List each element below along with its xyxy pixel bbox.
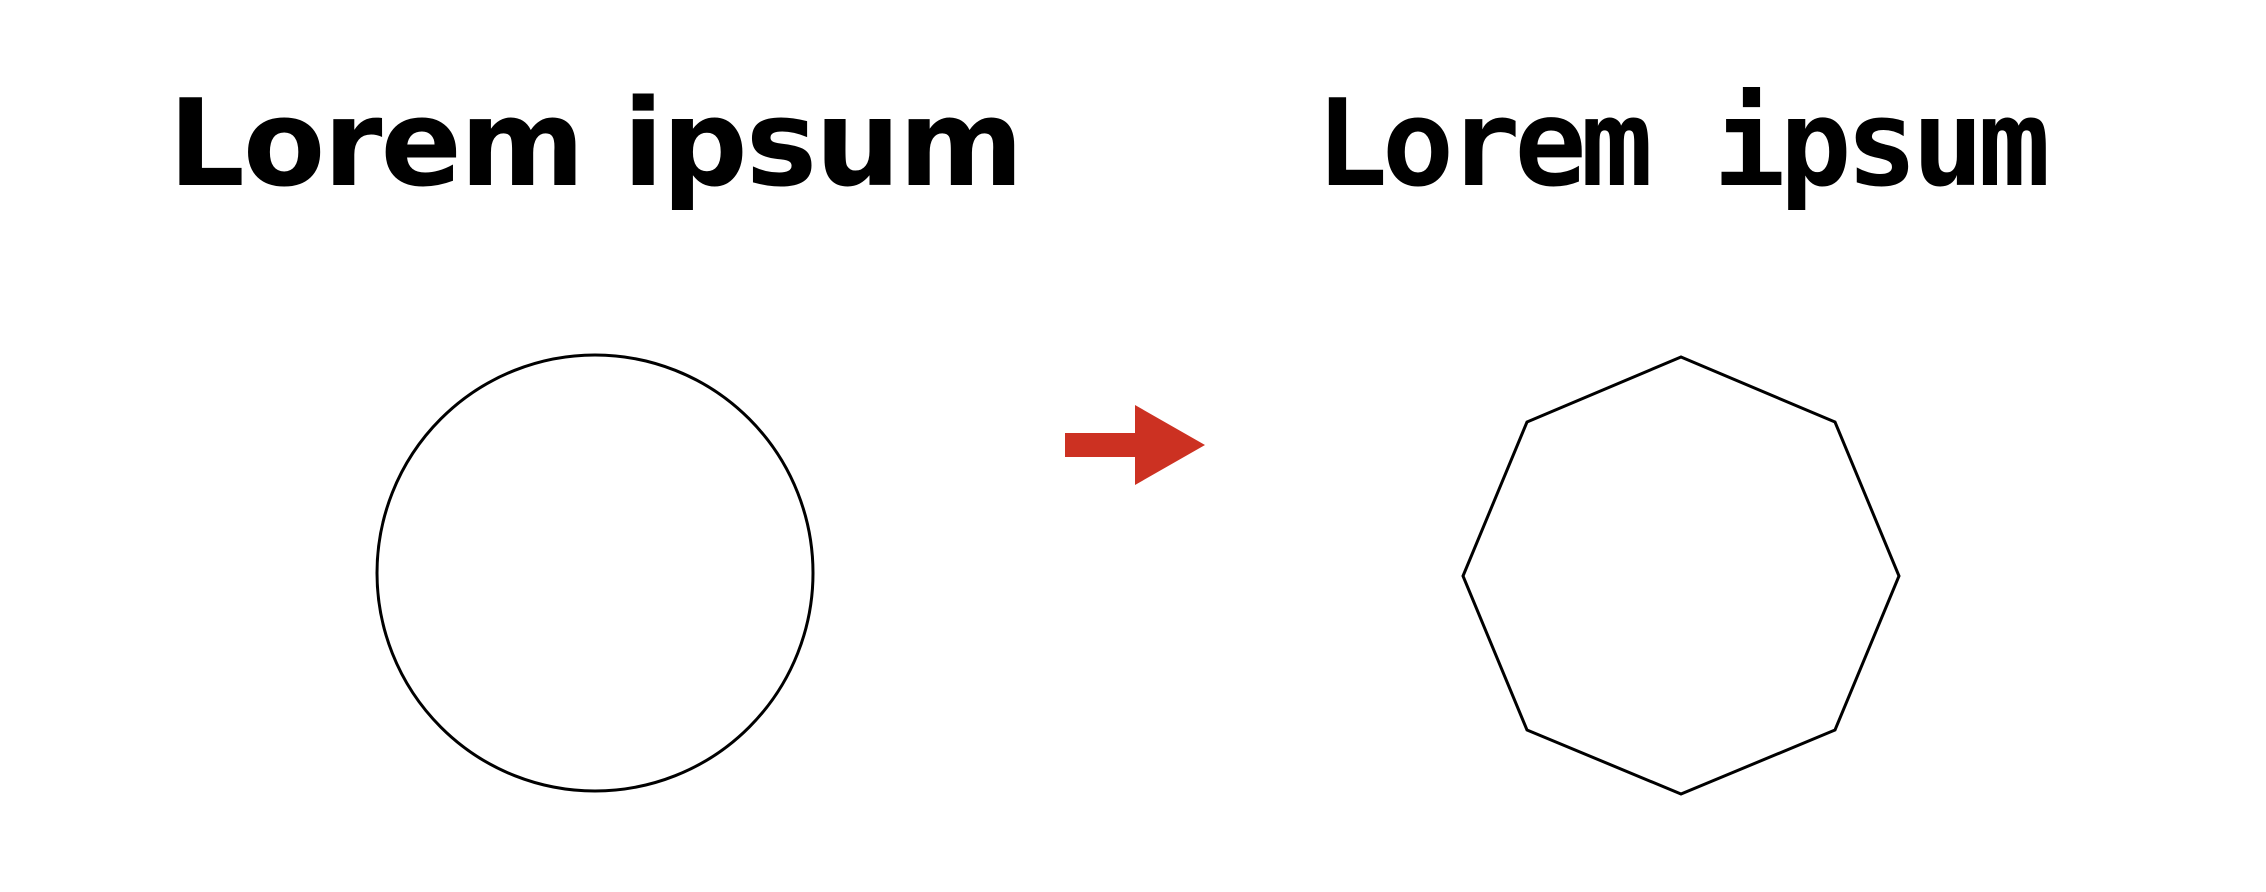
left-panel: Lorem ipsum [95,0,1095,892]
right-heading: Lorem ipsum [1315,75,2051,214]
arrow-right-shape [1065,405,1205,485]
octagon-shape [1461,355,1901,796]
circle-shape [375,353,815,793]
arrow-right-icon [1065,405,1205,485]
circle-outline [375,353,815,793]
octagon-outline [1461,355,1901,796]
left-heading: Lorem ipsum [168,75,1023,214]
right-panel: Lorem ipsum [1180,0,2180,892]
